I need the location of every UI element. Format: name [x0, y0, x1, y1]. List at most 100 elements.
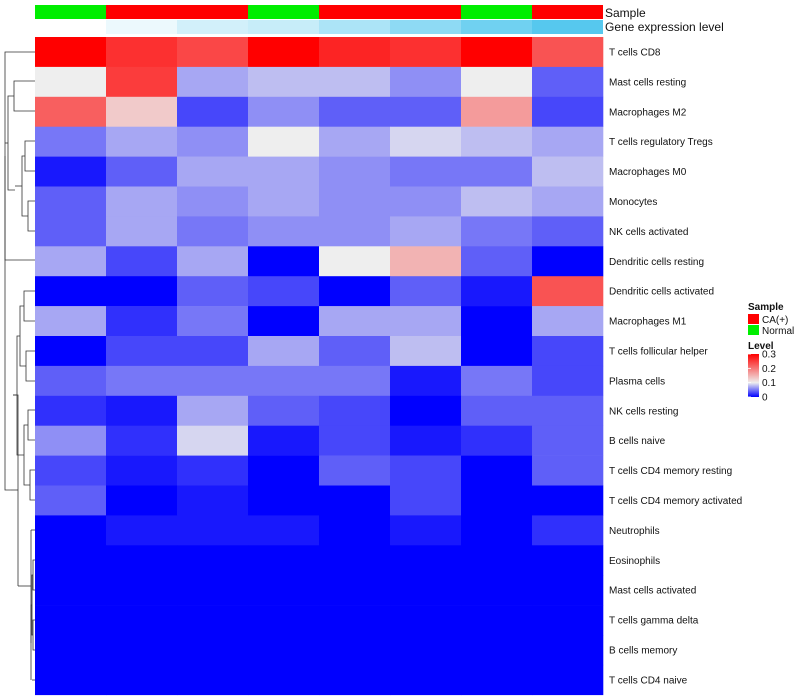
heatmap-cell — [177, 365, 249, 397]
heatmap-cell — [390, 395, 462, 426]
heatmap-cell — [248, 515, 320, 546]
heatmap-cell — [35, 336, 107, 367]
heatmap-cell — [106, 365, 178, 397]
row-label: Dendritic cells activated — [609, 287, 714, 298]
sample-annotation-cell — [35, 5, 106, 19]
heatmap-cell — [532, 37, 604, 68]
heatmap-cell — [461, 395, 533, 426]
sample-annotation-bar — [35, 5, 603, 19]
heatmap-cell — [390, 336, 462, 367]
heatmap-cell — [35, 156, 107, 187]
row-label: T cells CD4 memory activated — [609, 496, 742, 507]
legend-swatch-ca — [748, 314, 759, 324]
heatmap-cell — [319, 276, 391, 307]
heatmap-cell — [390, 156, 462, 187]
heatmap-cell — [106, 575, 178, 606]
row-label: Monocytes — [609, 197, 657, 208]
heatmap-cell — [390, 575, 462, 606]
heatmap-cell — [390, 545, 462, 576]
gene-annotation-cell — [532, 20, 603, 34]
heatmap-cell — [106, 37, 178, 68]
heatmap-cell — [177, 395, 249, 426]
heatmap-cell — [35, 365, 107, 397]
heatmap-cell — [248, 395, 320, 426]
heatmap-cell — [35, 246, 107, 277]
heatmap-cell — [35, 276, 107, 307]
heatmap-cell — [106, 126, 178, 157]
row-label: T cells CD8 — [609, 47, 661, 58]
sample-annotation-cell — [106, 5, 177, 19]
legend-tick-label: 0.2 — [762, 364, 776, 375]
heatmap-cell — [461, 545, 533, 576]
heatmap-cell — [248, 575, 320, 606]
heatmap-cell — [390, 455, 462, 486]
heatmap-cell — [35, 664, 107, 696]
heatmap-cell — [461, 96, 533, 127]
heatmap-cell — [35, 485, 107, 516]
heatmap-cell — [532, 216, 604, 247]
heatmap-cell — [106, 66, 178, 98]
sample-annotation-cell — [177, 5, 248, 19]
heatmap-cell — [461, 336, 533, 367]
heatmap-cell — [106, 216, 178, 247]
row-label: T cells follicular helper — [609, 346, 708, 357]
heatmap-cell — [177, 664, 249, 696]
heatmap-cell — [248, 246, 320, 277]
heatmap-cell — [461, 664, 533, 696]
heatmap-cell — [106, 425, 178, 456]
row-label: T cells CD4 naive — [609, 675, 688, 686]
heatmap-cell — [248, 545, 320, 576]
heatmap-cell — [390, 246, 462, 277]
row-label: T cells gamma delta — [609, 616, 699, 627]
heatmap-cell — [35, 395, 107, 426]
legend-level-colorbar — [748, 354, 759, 397]
heatmap-cell — [319, 425, 391, 456]
legend-level-title: Level — [748, 341, 774, 352]
heatmap-cell — [106, 156, 178, 187]
heatmap-cell — [177, 515, 249, 546]
heatmap-cell — [106, 246, 178, 277]
heatmap-cell — [248, 336, 320, 367]
heatmap-cell — [390, 216, 462, 247]
heatmap-cell — [319, 186, 391, 217]
heatmap-cell — [390, 425, 462, 456]
row-label: Plasma cells — [609, 376, 665, 387]
heatmap-cell — [461, 66, 533, 98]
heatmap-cell — [177, 276, 249, 307]
heatmap-cell — [248, 216, 320, 247]
heatmap-cell — [106, 336, 178, 367]
heatmap-cell — [319, 246, 391, 277]
heatmap-cell — [532, 425, 604, 456]
heatmap-cell — [106, 306, 178, 337]
heatmap-cell — [532, 664, 604, 696]
heatmap-cell — [461, 515, 533, 546]
heatmap-cell — [35, 37, 107, 68]
heatmap-cell — [461, 425, 533, 456]
heatmap-cell — [248, 425, 320, 456]
heatmap-cell — [106, 455, 178, 486]
heatmap-cell — [390, 66, 462, 98]
heatmap-cell — [461, 126, 533, 157]
gene-annotation-cell — [177, 20, 248, 34]
row-label: T cells regulatory Tregs — [609, 137, 713, 148]
heatmap-cell — [177, 96, 249, 127]
heatmap-cell — [390, 276, 462, 307]
heatmap-cell — [106, 605, 178, 636]
heatmap-cell — [532, 545, 604, 576]
heatmap-cell — [319, 575, 391, 606]
row-label: Dendritic cells resting — [609, 257, 704, 268]
heatmap-cell — [177, 246, 249, 277]
heatmap-cell — [319, 37, 391, 68]
heatmap-cell — [319, 635, 391, 666]
heatmap-cell — [248, 126, 320, 157]
heatmap-cell — [177, 37, 249, 68]
row-label: Macrophages M0 — [609, 167, 687, 178]
heatmap-cell — [319, 455, 391, 486]
gene-annotation-cell — [390, 20, 461, 34]
legend-item-ca: CA(+) — [762, 315, 788, 326]
heatmap-cell — [532, 156, 604, 187]
heatmap-cell — [532, 365, 604, 397]
row-label: Neutrophils — [609, 526, 660, 537]
heatmap-cell — [532, 395, 604, 426]
legend-item-normal: Normal — [762, 326, 794, 337]
